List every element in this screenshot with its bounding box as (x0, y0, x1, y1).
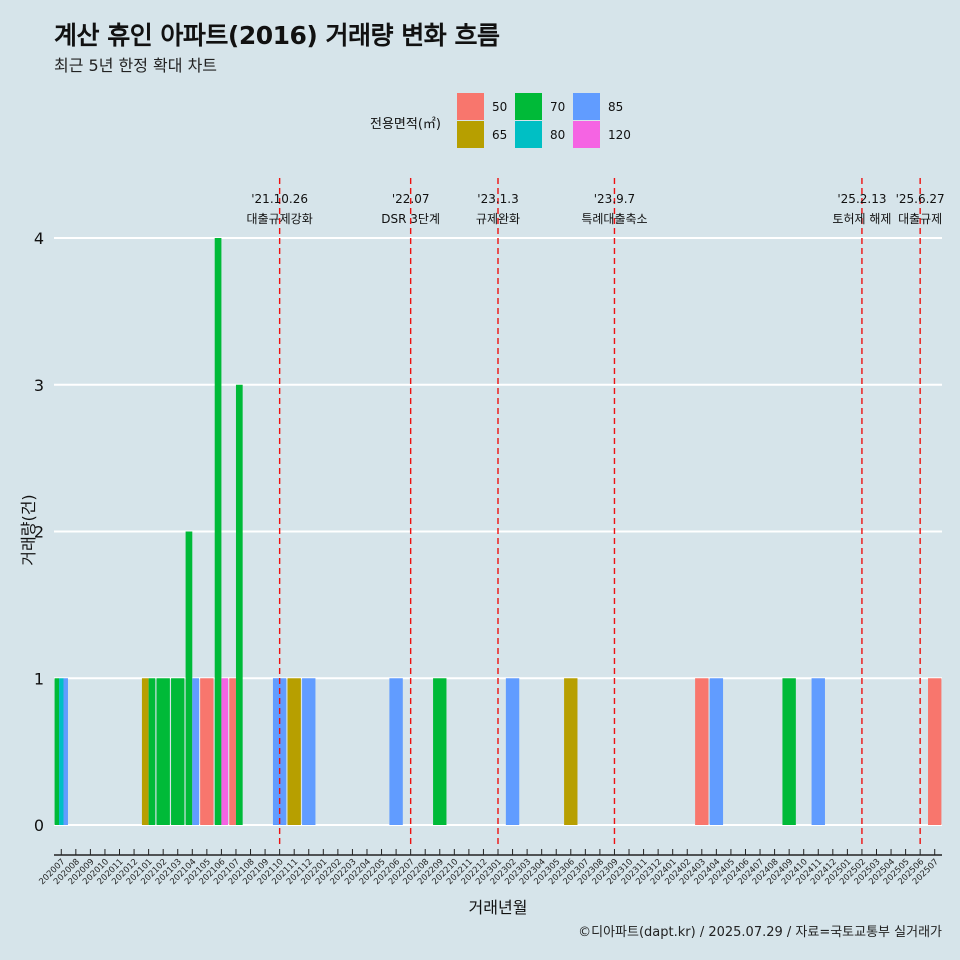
y-tick-label: 3 (34, 376, 44, 395)
chart-caption: ©디아파트(dapt.kr) / 2025.07.29 / 자료=국토교통부 실… (578, 925, 942, 940)
bar-202206-85 (389, 678, 403, 825)
chart-subtitle: 최근 5년 한정 확대 차트 (54, 56, 218, 75)
bar-202106-70 (214, 238, 222, 825)
y-tick-label: 4 (34, 229, 44, 248)
bar-202007-80 (59, 678, 64, 825)
legend-swatch-65 (457, 121, 484, 148)
legend-label: 50 (492, 100, 507, 114)
bar-202101-70 (148, 678, 156, 825)
y-tick-label: 1 (34, 669, 44, 688)
bar-202106-120 (221, 678, 229, 825)
event-date-label: '25.6.27 (896, 192, 945, 206)
legend-label: 120 (608, 128, 631, 142)
legend-label: 65 (492, 128, 507, 142)
bar-202104-70 (185, 531, 193, 825)
legend-swatch-80 (515, 121, 542, 148)
bar-202007-85 (63, 678, 68, 825)
bar-202403-50 (695, 678, 709, 825)
bar-202107-50 (229, 678, 236, 825)
event-date-label: '21.10.26 (251, 192, 308, 206)
legend-title: 전용면적(㎡) (370, 117, 441, 132)
bar-202306-65 (564, 678, 578, 825)
legend-swatch-70 (515, 93, 542, 120)
bar-202101-65 (141, 678, 149, 825)
bar-202111-65 (287, 678, 301, 825)
event-date-label: '25.2.13 (837, 192, 886, 206)
y-tick-label: 0 (34, 816, 44, 835)
legend-label: 85 (608, 100, 623, 114)
event-label: 특례대출축소 (581, 212, 647, 226)
event-label: 토허제 해제 (832, 212, 891, 226)
legend-swatch-120 (573, 121, 600, 148)
bar-202007-70 (54, 678, 60, 825)
bar-202404-85 (709, 678, 724, 825)
y-axis-title: 거래량(건) (19, 494, 38, 565)
event-label: 대출규제강화 (247, 212, 313, 226)
bar-202107-70 (235, 384, 243, 825)
bar-202409-70 (782, 678, 796, 825)
legend-swatch-85 (573, 93, 600, 120)
y-tick-label: 2 (34, 523, 44, 542)
event-date-label: '22.07 (392, 192, 430, 206)
legend-swatch-50 (457, 93, 484, 120)
bar-202103-70 (171, 678, 185, 825)
bar-202507-50 (928, 678, 942, 825)
legend-label: 70 (550, 100, 565, 114)
bar-202112-85 (302, 678, 316, 825)
bar-202102-70 (156, 678, 170, 825)
event-label: 규제완화 (476, 212, 520, 226)
bar-202209-70 (433, 678, 447, 825)
bar-202105-50 (200, 678, 214, 825)
bar-202104-85 (192, 678, 199, 825)
legend-label: 80 (550, 128, 565, 142)
event-date-label: '23.9.7 (594, 192, 635, 206)
chart-title: 계산 휴인 아파트(2016) 거래량 변화 흐름 (54, 21, 500, 50)
x-axis-title: 거래년월 (469, 898, 528, 917)
bar-202302-85 (505, 678, 520, 825)
event-date-label: '23.1.3 (477, 192, 518, 206)
bar-202411-85 (811, 678, 825, 825)
event-label: DSR 3단계 (381, 212, 440, 226)
event-label: 대출규제 (898, 212, 942, 226)
